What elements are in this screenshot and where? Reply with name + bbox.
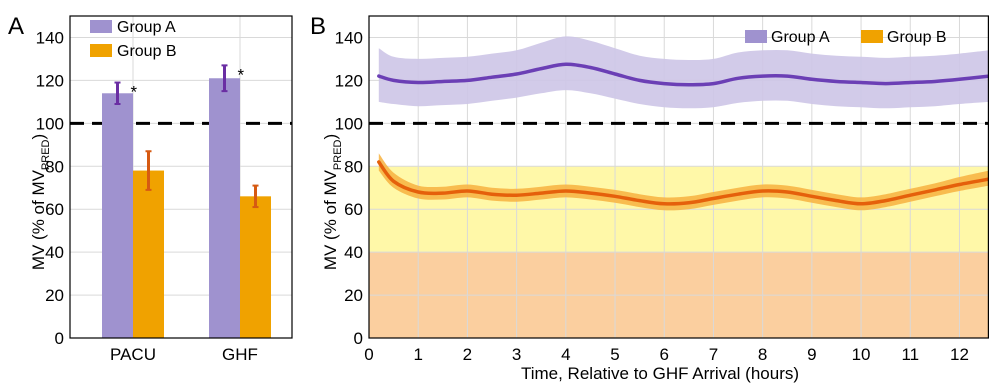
- panel-a-legend-label-group-a: Group A: [117, 19, 176, 36]
- panel-a-legend-swatch-group-b: [90, 44, 112, 57]
- panel-a-bar: [209, 78, 240, 339]
- panel-b-band: [378, 36, 989, 109]
- panel-b-legend-swatch-group-b: [861, 30, 883, 43]
- panel-b-y-ticks: 0 20 40 60 80 100 120 140: [335, 28, 363, 348]
- panel-b-x-tick-label: 11: [901, 345, 919, 364]
- panel-b-y-tick-label: 0: [354, 329, 363, 348]
- panel-b-x-tick-label: 8: [758, 345, 767, 364]
- panel-b-y-tick-label: 120: [335, 71, 363, 90]
- panel-b-y-tick-label: 60: [344, 200, 363, 219]
- panel-b-x-tick-label: 5: [610, 345, 619, 364]
- panel-a-bar: [240, 196, 271, 338]
- panel-a-legend-label-group-b: Group B: [117, 43, 177, 60]
- panel-a-y-tick-label: 120: [36, 71, 64, 90]
- panel-b-y-tick-label: 140: [335, 28, 363, 47]
- panel-b-y-tick-label: 100: [335, 114, 363, 133]
- panel-a-y-tick-label: 60: [45, 200, 64, 219]
- panel-b-y-tick-label: 40: [344, 243, 363, 262]
- panel-a-x-ticks: PACU GHF: [110, 345, 258, 364]
- panel-b-frame: [368, 15, 989, 339]
- panel-a-frame: [69, 15, 293, 339]
- panel-a-legend-swatch-group-a: [90, 20, 112, 33]
- panel-b-series-line: [377, 160, 989, 206]
- panel-b-legend-label-group-a: Group A: [771, 29, 830, 46]
- panel-a-bar: [102, 93, 133, 338]
- panel-b-x-tick-label: 12: [950, 345, 969, 364]
- panel-b-x-tick-label: 9: [807, 345, 816, 364]
- panel-b-series-line: [377, 62, 989, 87]
- panel-a-x-tick-label: PACU: [110, 345, 156, 364]
- panel-a-y-axis-label: MV (% of MVPRED): [29, 134, 52, 270]
- panel-b-confidence-bands: [378, 36, 989, 211]
- panel-a-x-tick-label: GHF: [222, 345, 258, 364]
- panel-a-bars: **: [102, 64, 271, 339]
- panel-a-y-tick-label: 80: [45, 157, 64, 176]
- panel-a-y-tick-label: 140: [36, 28, 64, 47]
- panel-a-y-ticks: 0 20 40 60 80 100 120 140: [36, 28, 64, 348]
- panel-a-y-tick-label: 20: [45, 286, 64, 305]
- panel-b-y-tick-label: 20: [344, 286, 363, 305]
- panel-b-x-tick-label: 4: [561, 345, 570, 364]
- panel-a-y-tick-label: 40: [45, 243, 64, 262]
- panel-b-legend: Group A Group B: [745, 29, 947, 46]
- panel-b-x-tick-label: 7: [709, 345, 718, 364]
- panel-a-label: A: [8, 13, 24, 40]
- panel-b-y-tick-label: 80: [344, 157, 363, 176]
- panel-b-x-tick-label: 0: [364, 345, 373, 364]
- panel-a-y-tick-label: 0: [55, 329, 64, 348]
- panel-b-x-tick-label: 10: [852, 345, 871, 364]
- panel-b-legend-label-group-b: Group B: [887, 29, 947, 46]
- panel-b-x-tick-label: 1: [413, 345, 422, 364]
- panel-b-legend-swatch-group-a: [745, 30, 767, 43]
- panel-a-y-tick-label: 100: [36, 114, 64, 133]
- panel-b-series-lines: [377, 62, 989, 206]
- panel-b-x-tick-label: 2: [463, 345, 472, 364]
- panel-b-x-ticks: 0 1 2 3 4 5 6 7 8 9 10 11 12: [364, 345, 969, 364]
- panel-b-band: [378, 153, 989, 211]
- panel-b-x-tick-label: 6: [660, 345, 669, 364]
- panel-b-label: B: [310, 13, 326, 40]
- panel-b-x-axis-label: Time, Relative to GHF Arrival (hours): [521, 364, 799, 383]
- panel-a-bar: [133, 170, 164, 338]
- panel-a-significance-marker: *: [238, 65, 245, 84]
- panel-a-significance-marker: *: [131, 83, 138, 102]
- panel-b-y-axis-label: MV (% of MVPRED): [321, 134, 344, 270]
- panel-a-legend: Group A Group B: [90, 19, 177, 60]
- panel-b-x-tick-label: 3: [512, 345, 521, 364]
